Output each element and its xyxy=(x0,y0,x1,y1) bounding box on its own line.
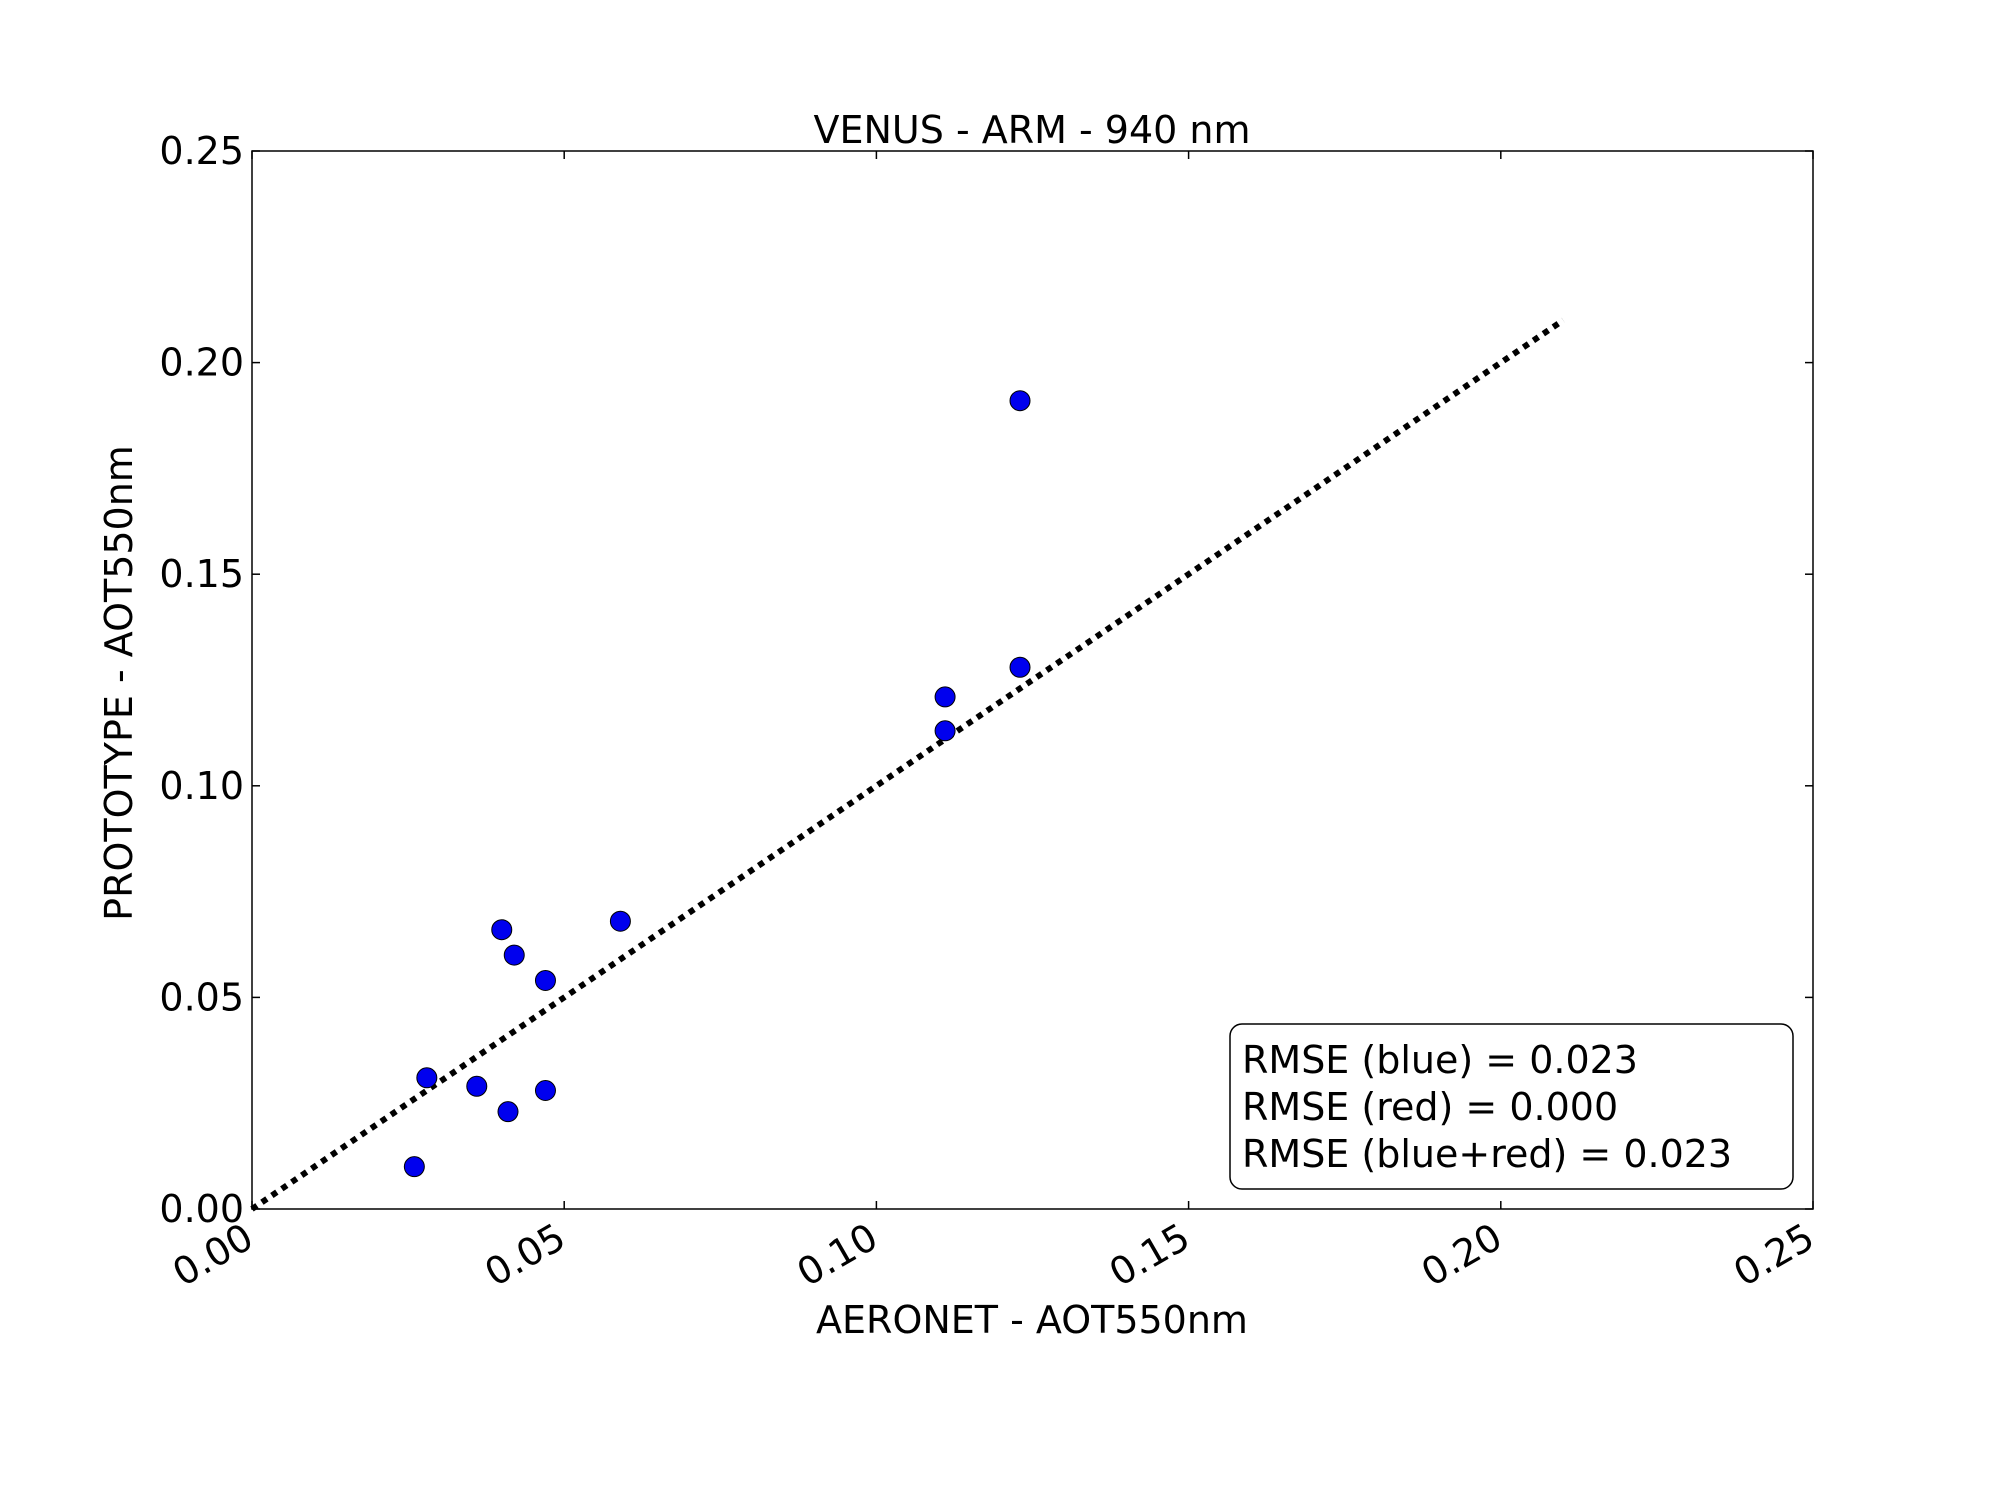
x-tick-label: 0.25 xyxy=(1726,1215,1821,1295)
data-point xyxy=(503,944,525,966)
data-point xyxy=(491,919,513,941)
data-point xyxy=(934,686,956,708)
plot-frame xyxy=(251,150,1814,1210)
chart-title: VENUS - ARM - 940 nm xyxy=(814,108,1251,152)
x-tick-label: 0.15 xyxy=(1102,1215,1197,1295)
data-point xyxy=(934,720,956,742)
x-tick-label: 0.05 xyxy=(477,1215,572,1295)
rmse-box-frame xyxy=(1229,1023,1794,1190)
y-axis-label: PROTOTYPE - AOT550nm xyxy=(97,445,141,921)
one-to-one-line xyxy=(250,317,1565,1212)
y-tick-label: 0.20 xyxy=(159,341,244,385)
rmse-line: RMSE (blue) = 0.023 xyxy=(1242,1038,1638,1082)
data-point xyxy=(1009,656,1031,678)
data-point xyxy=(1009,390,1031,412)
rmse-line: RMSE (blue+red) = 0.023 xyxy=(1242,1132,1732,1176)
data-points-group xyxy=(403,390,1031,1178)
x-tick-label: 0.10 xyxy=(790,1215,885,1295)
data-point xyxy=(534,1080,556,1102)
data-point xyxy=(403,1156,425,1178)
data-point xyxy=(609,910,631,932)
x-tick-label: 0.20 xyxy=(1414,1215,1509,1295)
y-tick-label: 0.00 xyxy=(159,1187,244,1231)
plot-area xyxy=(251,150,1814,1210)
y-tick-label: 0.10 xyxy=(159,764,244,808)
y-tick-label: 0.05 xyxy=(159,975,244,1019)
data-point xyxy=(497,1101,519,1123)
y-tick-label: 0.15 xyxy=(159,552,244,596)
rmse-line: RMSE (red) = 0.000 xyxy=(1242,1085,1618,1129)
data-point xyxy=(416,1067,438,1089)
data-point xyxy=(534,969,556,991)
x-axis-label: AERONET - AOT550nm xyxy=(816,1298,1248,1342)
data-point xyxy=(466,1075,488,1097)
y-tick-label: 0.25 xyxy=(159,129,244,173)
reference-line-group xyxy=(250,317,1565,1212)
